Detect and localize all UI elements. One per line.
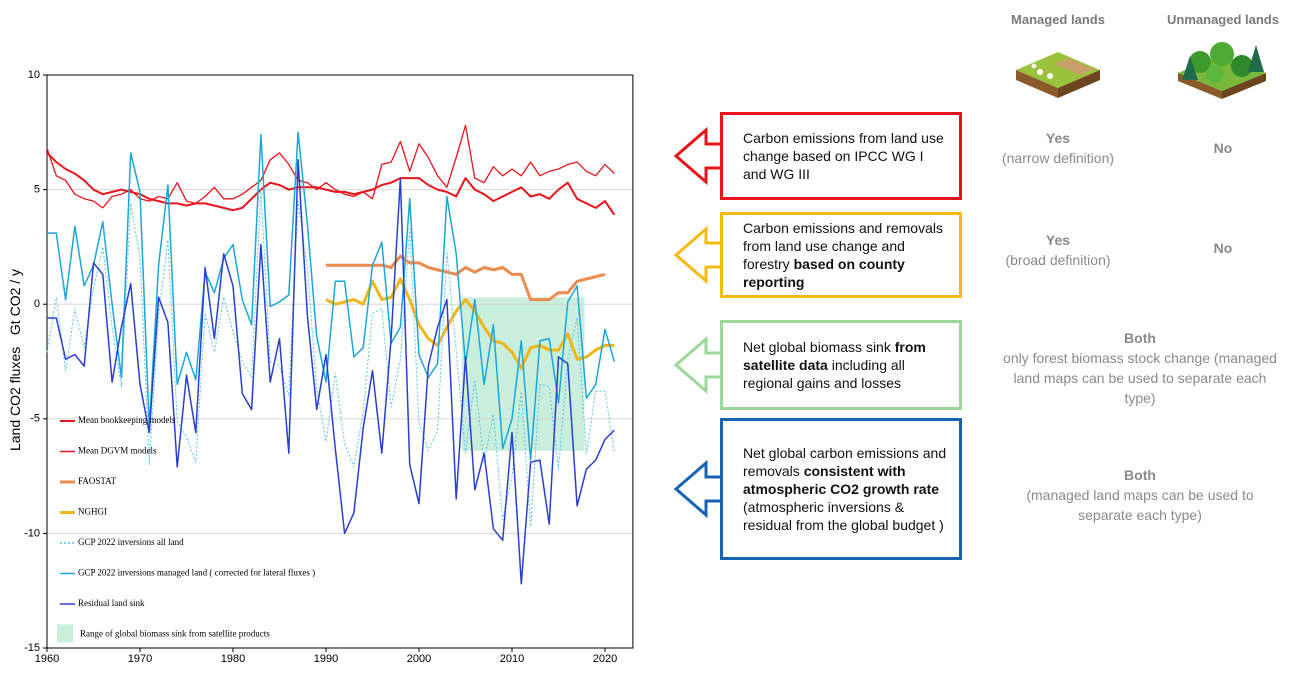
y-tick-label: 10 (28, 69, 40, 81)
description-box: Net global biomass sink from satellite d… (720, 320, 962, 410)
description-box: Net global carbon emissions and removals… (720, 418, 962, 560)
description-box: Carbon emissions and removals from land … (720, 212, 962, 298)
answer-note: only forest biomass stock change (manage… (1003, 350, 1277, 406)
legend-label: Residual land sink (78, 598, 145, 608)
answer-note: (managed land maps can be used to separa… (1026, 487, 1254, 523)
series-line (47, 159, 615, 585)
y-tick-label: -10 (24, 527, 40, 539)
description-part: (atmospheric inversions & residual from … (743, 499, 944, 533)
description-part: from satellite data (743, 339, 926, 373)
managed-answer: Yes (broad definition) (983, 230, 1133, 270)
description-part: Net global carbon emissions and removals (743, 445, 947, 479)
legend-label: FAOSTAT (78, 476, 117, 486)
legend-label: Mean bookkeeping models (78, 415, 176, 425)
column-header: Managed lands (1011, 12, 1105, 27)
description-part: based on county reporting (743, 256, 905, 290)
arrows (673, 126, 726, 519)
answer: Both (1124, 467, 1156, 483)
x-tick-label: 1980 (221, 653, 245, 665)
unmanaged-land-icon (1178, 42, 1266, 99)
answer: No (1213, 140, 1233, 156)
x-tick-label: 1970 (128, 653, 152, 665)
description-part: consistent with atmospheric CO2 growth r… (743, 463, 940, 497)
description-part: Net global biomass sink (743, 339, 891, 355)
x-tick-label: 1960 (35, 653, 59, 665)
combined-answer: Both only forest biomass stock change (ma… (1000, 328, 1280, 408)
y-tick-label: 5 (34, 184, 40, 196)
legend-label: NGHGI (78, 507, 107, 517)
y-tick-label: 0 (34, 298, 40, 310)
answer-note: (narrow definition) (1001, 150, 1115, 166)
description-text: Carbon emissions from land use change ba… (743, 129, 949, 183)
x-tick-label: 2000 (407, 653, 431, 665)
unmanaged-answer: No (1148, 138, 1298, 158)
series-line (46, 189, 615, 527)
x-tick-label: 2020 (593, 653, 617, 665)
series-line (46, 124, 615, 209)
description-text: Carbon emissions and removals from land … (743, 219, 949, 291)
legend-swatch (57, 624, 73, 643)
y-tick-label: -5 (30, 413, 40, 425)
arrow (673, 459, 726, 519)
series-line (46, 152, 616, 216)
description-text: Net global carbon emissions and removals… (743, 444, 949, 534)
legend-label: GCP 2022 inversions managed land ( corre… (78, 568, 315, 578)
combined-answer: Both (managed land maps can be used to se… (1000, 465, 1280, 525)
description-text: Net global biomass sink from satellite d… (743, 338, 949, 392)
description-part: including all regional gains and losses (743, 357, 905, 391)
description-part: Carbon emissions and removals from land … (743, 220, 943, 272)
managed-land-icon (1016, 52, 1100, 98)
column-header: Unmanaged lands (1167, 12, 1279, 27)
x-tick-label: 2010 (500, 653, 524, 665)
unmanaged-answer: No (1148, 238, 1298, 258)
answer-note: (broad definition) (1005, 252, 1111, 268)
description-part: Carbon emissions from land use change ba… (743, 130, 944, 182)
y-axis-label: Land CO2 fluxes Gt CO2 / y (7, 269, 23, 451)
arrow (673, 126, 726, 186)
answer: Both (1124, 330, 1156, 346)
answer: No (1213, 240, 1233, 256)
legend-label: GCP 2022 inversions all land (78, 537, 184, 547)
arrow (673, 335, 726, 395)
y-tick-label: -15 (24, 642, 40, 654)
answer: Yes (1045, 232, 1071, 248)
description-box: Carbon emissions from land use change ba… (720, 112, 962, 200)
x-tick-label: 1990 (314, 653, 338, 665)
legend-label: Range of global biomass sink from satell… (80, 629, 270, 639)
legend-label: Mean DGVM models (78, 446, 157, 456)
series-line (47, 131, 616, 461)
plot-frame (46, 74, 634, 649)
answer: Yes (1045, 130, 1071, 146)
series-line (325, 277, 615, 370)
managed-answer: Yes (narrow definition) (983, 128, 1133, 168)
arrow (673, 225, 726, 285)
